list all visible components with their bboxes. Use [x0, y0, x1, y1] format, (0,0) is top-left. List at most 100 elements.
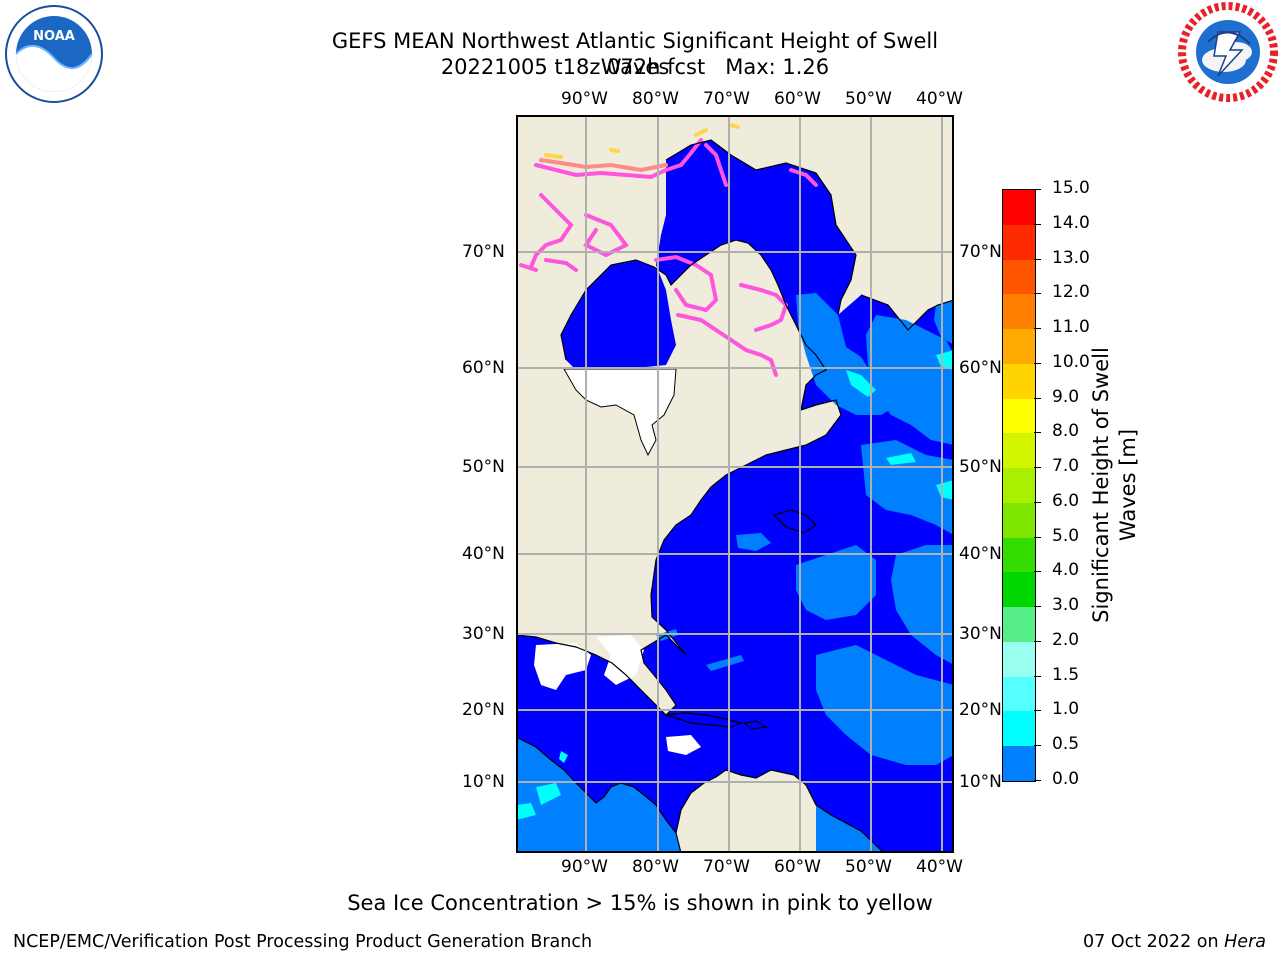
lat-label-left-60n: 60°N — [462, 358, 505, 378]
lon-label-bottom-60w: 60°W — [774, 857, 821, 877]
lat-label-right-40n: 40°N — [959, 544, 1002, 564]
lon-label-top-70w: 70°W — [703, 89, 750, 109]
colorbar-tick-mark — [1034, 501, 1041, 503]
colorbar-tick-mark — [1034, 780, 1041, 781]
colorbar-segment — [1003, 468, 1035, 503]
colorbar-tick-mark — [1034, 675, 1041, 677]
colorbar-tick-label: 4.0 — [1052, 560, 1080, 581]
gulf-nodata-2 — [596, 635, 644, 685]
lon-label-bottom-40w: 40°W — [916, 857, 963, 877]
lat-label-right-10n: 10°N — [959, 772, 1002, 792]
lon-label-top-40w: 40°W — [916, 89, 963, 109]
colorbar-tick-mark — [1034, 467, 1041, 469]
colorbar-tick-mark — [1034, 223, 1041, 225]
colorbar-segment — [1003, 294, 1035, 329]
colorbar-tick-label: 9.0 — [1052, 386, 1080, 407]
colorbar-tick-label: 14.0 — [1052, 212, 1090, 233]
colorbar-tick-label: 12.0 — [1052, 282, 1090, 303]
lat-label-left-30n: 30°N — [462, 624, 505, 644]
colorbar-tick-mark — [1034, 397, 1041, 399]
lat-label-left-20n: 20°N — [462, 700, 505, 720]
caribbean-nodata — [666, 735, 701, 755]
lon-label-bottom-70w: 70°W — [703, 857, 750, 877]
footer-credit: NCEP/EMC/Verification Post Processing Pr… — [13, 932, 593, 952]
colorbar-segment — [1003, 537, 1035, 573]
colorbar-tick-mark — [1034, 745, 1041, 747]
colorbar-tick-mark — [1034, 328, 1041, 330]
colorbar-tick-mark — [1034, 710, 1041, 712]
colorbar-tick-label: 1.5 — [1052, 664, 1080, 685]
lon-label-top-80w: 80°W — [632, 89, 679, 109]
lon-label-bottom-50w: 50°W — [845, 857, 892, 877]
colorbar-tick-mark — [1034, 293, 1041, 295]
noaa-logo-text: NOAA — [33, 29, 75, 44]
lon-label-top-50w: 50°W — [845, 89, 892, 109]
colorbar-tick-label: 0.0 — [1052, 769, 1080, 789]
colorbar-tick-label: 1.0 — [1052, 699, 1080, 720]
footer-machine: Hera — [1224, 932, 1266, 952]
colorbar-tick-label: 11.0 — [1052, 317, 1090, 338]
nws-logo — [1178, 2, 1280, 102]
colorbar-tick-mark — [1034, 432, 1041, 434]
colorbar-tick-mark — [1034, 536, 1041, 538]
lon-label-bottom-80w: 80°W — [632, 857, 679, 877]
noaa-logo: NOAA — [4, 4, 104, 104]
hudson-bay-nodata — [563, 368, 677, 457]
lat-label-right-60n: 60°N — [959, 358, 1002, 378]
lat-label-left-50n: 50°N — [462, 457, 505, 477]
colorbar-tick-label: 10.0 — [1052, 351, 1090, 372]
lat-label-right-70n: 70°N — [959, 242, 1002, 262]
colorbar-tick-label: 0.5 — [1052, 734, 1080, 755]
colorbar-tick-label: 6.0 — [1052, 490, 1080, 511]
lat-label-right-20n: 20°N — [959, 700, 1002, 720]
footer-date: 07 Oct 2022 on Hera — [1083, 932, 1266, 952]
colorbar-tick-label: 8.0 — [1052, 421, 1080, 442]
colorbar-segment — [1003, 502, 1035, 538]
colorbar-segment — [1003, 363, 1035, 399]
lon-label-top-90w: 90°W — [561, 89, 608, 109]
colorbar-ticks: 15.0 14.0 13.0 12.0 11.0 10.0 9.0 8.0 7.0 6.0 5.0 4… — [1034, 178, 1104, 790]
colorbar-tick-label: 15.0 — [1052, 178, 1090, 198]
colorbar-tick-label: 5.0 — [1052, 525, 1080, 546]
colorbar-segment — [1003, 224, 1035, 260]
chart-title: GEFS MEAN Northwest Atlantic Significant… — [331, 29, 939, 79]
map-frame — [516, 115, 954, 853]
colorbar-tick-label: 7.0 — [1052, 456, 1080, 477]
colorbar-tick-mark — [1034, 362, 1041, 364]
swell-0p5-1p0 — [516, 293, 954, 853]
colorbar-tick-mark — [1034, 571, 1041, 573]
colorbar — [1002, 189, 1036, 782]
gulf-nodata-1 — [534, 643, 591, 690]
colorbar-segment — [1003, 259, 1035, 295]
colorbar-segment — [1003, 641, 1035, 677]
colorbar-segment — [1003, 433, 1035, 468]
colorbar-tick-mark — [1034, 606, 1041, 608]
graticule — [516, 115, 954, 853]
sea-ice — [519, 123, 818, 377]
colorbar-segment — [1003, 711, 1035, 746]
colorbar-segment — [1003, 572, 1035, 607]
colorbar-tick-label: 13.0 — [1052, 247, 1090, 268]
colorbar-tick-mark — [1034, 258, 1041, 260]
lat-label-left-70n: 70°N — [462, 242, 505, 262]
colorbar-segment — [1003, 676, 1035, 712]
coastlines — [515, 139, 955, 854]
lat-label-left-40n: 40°N — [462, 544, 505, 564]
colorbar-segment — [1003, 607, 1035, 642]
colorbar-label: Significant Height of Swell Waves [m] — [1089, 347, 1140, 623]
colorbar-tick-mark — [1034, 640, 1041, 642]
lon-label-bottom-90w: 90°W — [561, 857, 608, 877]
colorbar-segment — [1003, 746, 1035, 781]
lat-label-right-50n: 50°N — [959, 457, 1002, 477]
lat-label-right-30n: 30°N — [959, 624, 1002, 644]
colorbar-segment — [1003, 398, 1035, 434]
colorbar-segment — [1003, 329, 1035, 364]
map-panel — [515, 115, 955, 854]
sea-ice-caption: Sea Ice Concentration > 15% is shown in … — [347, 891, 933, 915]
colorbar-segment — [1003, 190, 1035, 225]
lat-label-left-10n: 10°N — [462, 772, 505, 792]
footer-date-text: 07 Oct 2022 on — [1083, 932, 1225, 952]
colorbar-tick-mark — [1034, 189, 1041, 190]
chart-subtitle: 20221005 t18z 072h fcst Max: 1.26 — [440, 55, 830, 79]
colorbar-tick-label: 2.0 — [1052, 629, 1080, 650]
